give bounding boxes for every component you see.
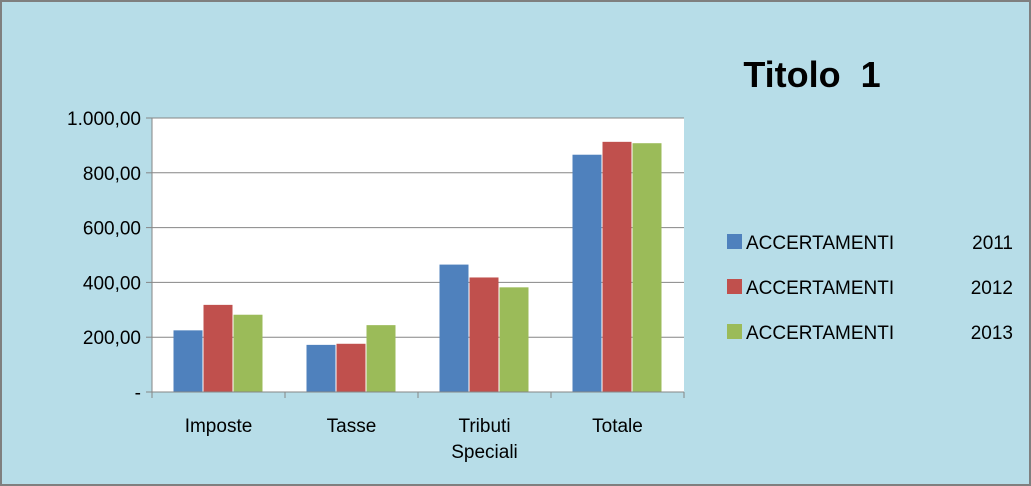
legend-label: ACCERTAMENTI <box>746 233 894 254</box>
x-tick-label: Tasse <box>327 416 377 437</box>
y-tick-label: - <box>135 383 141 404</box>
y-tick-label: 800,00 <box>83 164 141 185</box>
y-tick-label: 1.000,00 <box>67 109 141 130</box>
y-tick-label: 200,00 <box>83 328 141 349</box>
bar-2011-1 <box>306 344 336 392</box>
bar-2013-3 <box>632 143 662 392</box>
legend-year: 2012 <box>971 278 1013 299</box>
bar-2011-3 <box>572 154 602 392</box>
y-tick-label: 600,00 <box>83 219 141 240</box>
legend: ACCERTAMENTI 2011 ACCERTAMENTI 2012 ACCERTAM… <box>727 233 1013 344</box>
legend-swatch <box>727 279 742 294</box>
legend-swatch <box>727 234 742 249</box>
bar-2011-0 <box>173 330 203 392</box>
legend-year: 2013 <box>971 323 1013 344</box>
bar-2013-2 <box>499 287 529 392</box>
x-tick-label: Tributi Speciali <box>451 416 518 463</box>
y-tick-label: 400,00 <box>83 273 141 294</box>
bar-2012-2 <box>469 277 499 392</box>
legend-label: ACCERTAMENTI <box>746 278 894 299</box>
bar-2012-0 <box>203 304 233 392</box>
x-tick-label: Imposte <box>185 416 253 437</box>
chart-title: Titolo 1 <box>743 54 880 95</box>
bar-2013-1 <box>366 325 396 392</box>
bar-2011-2 <box>439 264 469 392</box>
y-tick-labels: - 200,00 400,00 600,00 800,00 1.000,00 <box>67 109 141 404</box>
bar-2012-3 <box>602 141 632 392</box>
legend-label: ACCERTAMENTI <box>746 323 894 344</box>
x-tick-label: Totale <box>592 416 643 437</box>
legend-swatch <box>727 324 742 339</box>
bar-2012-1 <box>336 343 366 392</box>
legend-year: 2011 <box>972 233 1013 254</box>
x-tick-labels: Imposte Tasse Tributi Speciali Totale <box>185 416 643 463</box>
bar-2013-0 <box>233 314 263 392</box>
bars <box>173 141 662 392</box>
axes <box>151 118 685 398</box>
